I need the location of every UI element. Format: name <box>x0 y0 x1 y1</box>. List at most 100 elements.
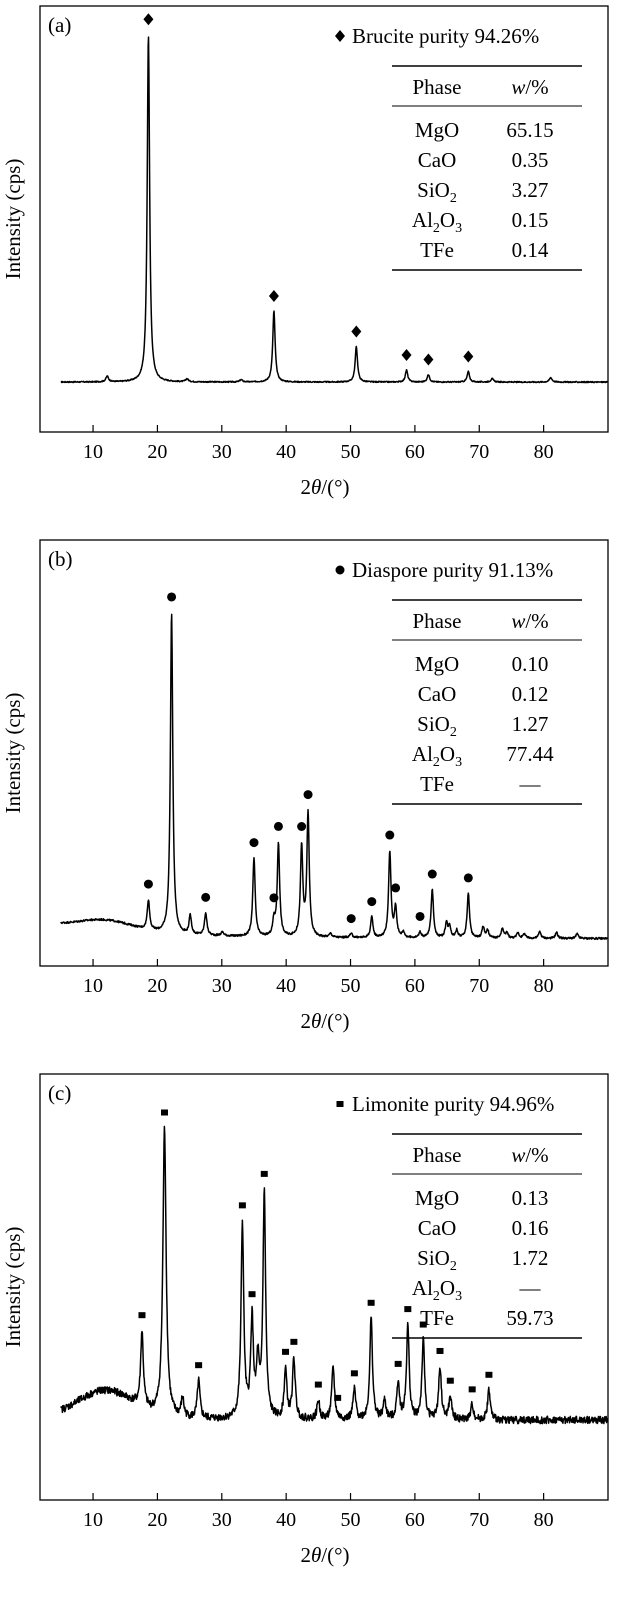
x-tick-label: 10 <box>83 975 103 997</box>
peak-marker <box>391 883 401 893</box>
x-tick-label: 30 <box>212 1509 232 1531</box>
peak-marker <box>463 873 473 883</box>
peak-marker <box>436 1347 444 1354</box>
legend-marker <box>335 30 345 42</box>
table-cell-phase: CaO <box>418 148 457 172</box>
y-axis-title: Intensity (cps) <box>1 693 25 814</box>
peak-marker <box>167 592 177 602</box>
legend-text: Diaspore purity 91.13% <box>352 558 553 582</box>
x-tick-label: 50 <box>341 441 361 463</box>
legend-text: Brucite purity 94.26% <box>352 24 539 48</box>
x-tick-label: 70 <box>469 1509 489 1531</box>
peak-marker <box>415 911 425 921</box>
table-cell-phase: CaO <box>418 682 457 706</box>
x-tick-label: 30 <box>212 441 232 463</box>
table-cell-phase: SiO2 <box>417 178 457 206</box>
peak-marker <box>485 1371 493 1378</box>
table-header-phase: Phase <box>413 75 462 99</box>
table-cell-value: 0.10 <box>512 652 549 676</box>
x-tick-label: 80 <box>534 1509 554 1531</box>
xrd-chart-a: (a) Intensity (cps) 10 20 30 40 50 60 70 80 2θ/(°)… <box>1 5 609 499</box>
peak-marker <box>238 1202 246 1209</box>
peak-marker <box>201 892 211 902</box>
composition-table: Phase w/% MgO 65.15 CaO 0.35 SiO2 3.27 Al2O3 0.15… <box>392 65 582 271</box>
table-cell-value: 0.35 <box>512 148 549 172</box>
x-tick-label: 10 <box>83 1509 103 1531</box>
peak-marker <box>269 893 279 903</box>
panel-a: (a) Intensity (cps) 10 20 30 40 50 60 70 80 2θ/(°)… <box>0 0 617 525</box>
x-tick-label: 60 <box>405 441 425 463</box>
x-tick-label: 60 <box>405 975 425 997</box>
x-tick-label: 70 <box>469 441 489 463</box>
y-axis-title: Intensity (cps) <box>1 159 25 280</box>
table-cell-value: 0.15 <box>512 208 549 232</box>
plot-frame <box>39 539 609 967</box>
table-header-phase: Phase <box>413 1143 462 1167</box>
legend-marker <box>335 565 345 575</box>
peak-marker <box>419 1321 427 1328</box>
table-cell-value: 77.44 <box>506 742 554 766</box>
x-tick-label: 80 <box>534 441 554 463</box>
peak-marker <box>468 1386 476 1393</box>
peak-marker <box>249 838 259 848</box>
panel-label: (c) <box>48 1081 71 1105</box>
peak-marker <box>273 821 283 831</box>
table-cell-phase: SiO2 <box>417 712 457 740</box>
panel-label: (b) <box>48 547 73 571</box>
table-cell-value: 0.12 <box>512 682 549 706</box>
x-tick-label: 70 <box>469 975 489 997</box>
table-cell-value: 1.27 <box>512 712 549 736</box>
table-cell-phase: TFe <box>420 238 454 262</box>
x-tick-label: 10 <box>83 441 103 463</box>
x-axis-title: 2θ/(°) <box>300 1543 349 1567</box>
composition-table: Phase w/% MgO 0.13 CaO 0.16 SiO2 1.72 Al2O3 — TFe 5… <box>392 1133 582 1339</box>
peak-marker <box>143 13 154 26</box>
peak-marker <box>423 353 434 366</box>
table-cell-phase: Al2O3 <box>412 1276 462 1304</box>
table-header-wt: w/% <box>511 609 548 633</box>
x-tick-label: 20 <box>147 1509 167 1531</box>
table-cell-phase: TFe <box>420 772 454 796</box>
peak-marker <box>195 1362 203 1369</box>
table-cell-value: 65.15 <box>506 118 553 142</box>
plot-frame <box>39 1073 609 1501</box>
table-cell-phase: CaO <box>418 1216 457 1240</box>
legend-marker <box>336 1101 344 1107</box>
panel-b: (b) Intensity (cps) 10 20 30 40 50 60 70 80 2θ/(°)… <box>0 534 617 1059</box>
table-cell-phase: Al2O3 <box>412 742 462 770</box>
xrd-chart-c: (c) Intensity (cps) 10 20 30 40 50 60 70 80 2θ/(°)… <box>1 1073 609 1567</box>
table-cell-phase: MgO <box>415 118 459 142</box>
table-cell-phase: MgO <box>415 652 459 676</box>
table-cell-value: — <box>519 1276 542 1300</box>
peak-marker <box>138 1312 146 1319</box>
table-header-phase: Phase <box>413 609 462 633</box>
peak-marker <box>143 879 153 889</box>
table-cell-value: — <box>519 772 542 796</box>
peak-marker <box>346 914 356 924</box>
x-tick-label: 50 <box>341 1509 361 1531</box>
peak-marker <box>161 1109 169 1116</box>
x-tick-label: 80 <box>534 975 554 997</box>
table-cell-value: 0.14 <box>512 238 549 262</box>
table-cell-value: 59.73 <box>506 1306 553 1330</box>
peak-marker <box>427 869 437 879</box>
y-axis-title: Intensity (cps) <box>1 1227 25 1348</box>
x-tick-label: 20 <box>147 975 167 997</box>
peak-marker <box>394 1360 402 1367</box>
peak-marker <box>282 1348 290 1355</box>
table-cell-phase: Al2O3 <box>412 208 462 236</box>
panel-c: (c) Intensity (cps) 10 20 30 40 50 60 70 80 2θ/(°)… <box>0 1068 617 1593</box>
peak-marker <box>290 1338 298 1345</box>
peak-marker <box>297 821 307 831</box>
table-cell-value: 0.16 <box>512 1216 549 1240</box>
peak-marker <box>303 790 313 800</box>
peak-marker <box>385 830 395 840</box>
peak-marker <box>463 350 474 363</box>
x-axis-title: 2θ/(°) <box>300 475 349 499</box>
table-cell-phase: SiO2 <box>417 1246 457 1274</box>
xrd-pattern-line <box>60 1125 609 1425</box>
peak-marker <box>367 897 377 907</box>
x-tick-label: 30 <box>212 975 232 997</box>
peak-marker <box>260 1170 268 1177</box>
table-header-wt: w/% <box>511 75 548 99</box>
